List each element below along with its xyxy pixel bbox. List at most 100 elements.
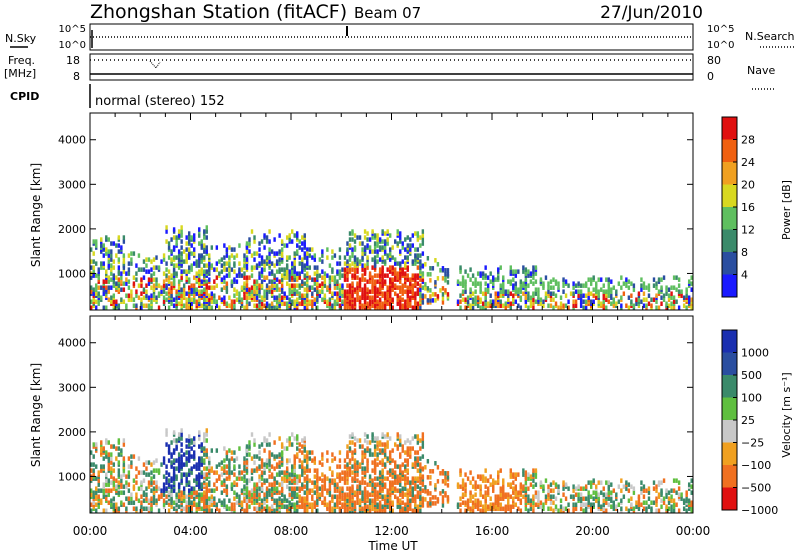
velocity-cell [140, 494, 143, 499]
velocity-cell [632, 486, 636, 491]
power-cell [549, 279, 553, 284]
velocity-cell [268, 462, 271, 467]
velocity-cell [358, 498, 362, 503]
velocity-cell [464, 488, 467, 493]
velocity-cell [346, 480, 349, 485]
power-cell [205, 235, 208, 240]
velocity-cell [404, 450, 407, 455]
power-cell [655, 285, 658, 290]
power-cell [459, 293, 462, 298]
power-cell [346, 303, 349, 308]
power-cell [177, 279, 181, 284]
power-cell [348, 269, 352, 274]
velocity-cell [394, 486, 397, 491]
velocity-cell [567, 502, 570, 507]
velocity-cell [326, 476, 329, 481]
power-cell [645, 285, 648, 290]
velocity-cell [238, 464, 241, 469]
power-cell [411, 273, 414, 278]
velocity-cell [361, 466, 364, 471]
velocity-cell [595, 484, 598, 489]
power-cell [308, 299, 311, 304]
power-cell [326, 285, 329, 290]
velocity-cell [150, 476, 153, 481]
velocity-cell [356, 500, 359, 505]
velocity-cell [333, 478, 337, 483]
power-cell [514, 281, 518, 286]
power-cell [117, 265, 121, 270]
power-cell [421, 233, 425, 238]
power-cell [245, 295, 249, 300]
velocity-cell [233, 464, 236, 469]
velocity-cell [512, 496, 515, 501]
velocity-cell [303, 484, 306, 489]
power-cell [263, 233, 266, 238]
velocity-cell [479, 484, 482, 489]
power-cell [411, 283, 414, 288]
power-cell [273, 305, 276, 310]
velocity-cell [195, 462, 198, 467]
power-cell [298, 245, 301, 250]
velocity-cell [499, 486, 502, 491]
power-cell [499, 293, 502, 298]
velocity-cell [371, 452, 374, 457]
velocity-cell [92, 468, 95, 473]
power-cell [366, 243, 369, 248]
velocity-cell [203, 500, 206, 505]
velocity-cell [627, 498, 631, 503]
velocity-cell [306, 480, 309, 485]
velocity-cell [376, 446, 379, 451]
power-cell [198, 233, 201, 238]
velocity-cell [396, 464, 399, 469]
velocity-cell [240, 488, 244, 493]
power-cell [303, 255, 306, 260]
power-cell [326, 247, 329, 252]
velocity-cell [92, 500, 95, 505]
power-cell [240, 285, 244, 290]
power-cell [142, 259, 146, 264]
velocity-cell [165, 442, 168, 447]
velocity-cell [569, 494, 573, 499]
velocity-cell [285, 498, 289, 503]
velocity-cell [642, 488, 646, 493]
power-cell [167, 287, 171, 292]
velocity-cell [285, 458, 289, 463]
power-cell [100, 285, 103, 290]
power-cell [371, 295, 374, 300]
velocity-cell [424, 465, 427, 470]
power-cell [557, 285, 560, 290]
velocity-cell [537, 494, 540, 499]
power-cell [228, 261, 231, 266]
velocity-cell [622, 484, 626, 489]
power-cell [105, 235, 108, 240]
velocity-cell [92, 454, 95, 459]
velocity-cell [258, 444, 261, 449]
velocity-cell [268, 482, 271, 487]
velocity-cell [399, 508, 402, 513]
noise-left-tick-bottom: 10^0 [59, 40, 86, 51]
power-cell [200, 253, 203, 258]
velocity-cell [306, 474, 309, 479]
velocity-cell [200, 456, 203, 461]
power-cell [338, 255, 342, 260]
velocity-cell [466, 476, 470, 481]
velocity-cell [544, 494, 548, 499]
power-cell [110, 285, 113, 290]
power-cell [122, 259, 126, 264]
power-cell [180, 269, 183, 274]
velocity-cell [142, 478, 146, 483]
velocity-cell [170, 488, 173, 493]
power-cell [223, 299, 226, 304]
velocity-cell [167, 478, 171, 483]
colorbar-tick-label: 100 [741, 392, 762, 405]
power-cell [291, 239, 294, 244]
power-cell [107, 275, 110, 280]
velocity-cell [363, 492, 367, 497]
power-cell [301, 279, 304, 284]
power-cell [223, 261, 226, 266]
velocity-cell [275, 486, 279, 491]
power-cell [544, 291, 548, 296]
velocity-cell [471, 508, 475, 513]
velocity-cell [95, 464, 98, 469]
power-cell [406, 297, 409, 302]
